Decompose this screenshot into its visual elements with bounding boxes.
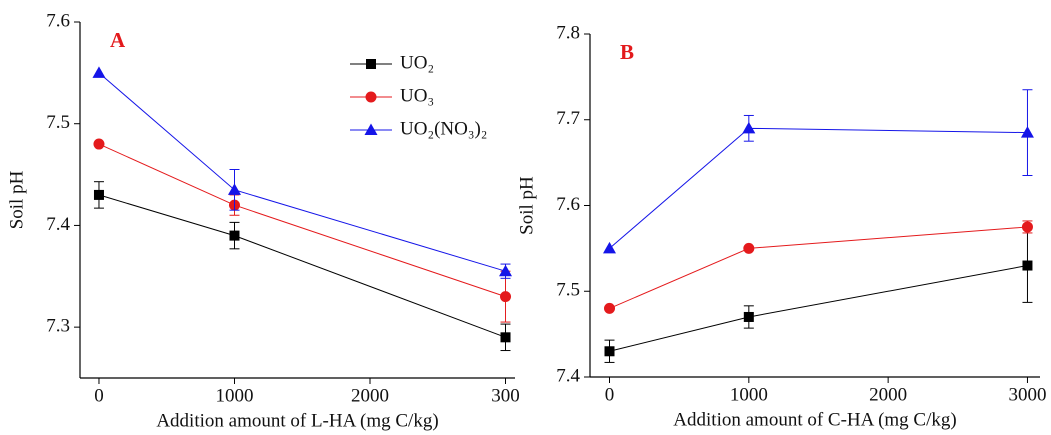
y-axis-label: Soil pH — [516, 176, 537, 235]
data-point — [742, 121, 756, 134]
data-point — [604, 302, 616, 314]
legend-label: UO₂ — [400, 52, 434, 73]
y-tick-label: 7.8 — [556, 22, 580, 43]
y-tick-label: 7.4 — [46, 214, 70, 235]
y-tick-label: 7.6 — [46, 10, 70, 31]
data-point — [1022, 260, 1033, 271]
legend-label: UO₃ — [400, 85, 434, 106]
data-point — [603, 241, 617, 254]
data-point — [227, 183, 241, 195]
y-tick-label: 7.7 — [556, 108, 580, 129]
data-point — [93, 189, 104, 200]
legend-marker — [366, 59, 376, 69]
series-line — [609, 127, 1028, 249]
series-line — [609, 265, 1028, 352]
x-tick-label: 1000 — [730, 384, 768, 405]
legend-marker — [364, 123, 378, 135]
data-point — [229, 230, 240, 241]
x-tick-label: 300 — [491, 385, 520, 406]
data-point — [1020, 126, 1034, 138]
data-point — [499, 264, 513, 277]
legend-label: UO₂(NO₃)₂ — [400, 118, 487, 139]
x-axis-label: Addition amount of C-HA (mg C/kg) — [673, 409, 956, 430]
data-point — [743, 311, 754, 322]
x-tick-label: 1000 — [215, 385, 253, 406]
x-tick-label: 2000 — [869, 384, 907, 405]
series-line — [609, 226, 1028, 309]
x-axis-label: Addition amount of L-HA (mg C/kg) — [156, 410, 438, 431]
data-point — [1021, 221, 1033, 233]
x-tick-label: 0 — [605, 384, 615, 405]
data-point — [500, 332, 511, 343]
panel-label: A — [110, 28, 126, 52]
data-point — [500, 291, 512, 303]
panel-label: B — [620, 40, 634, 64]
y-axis-label: Soil pH — [6, 170, 27, 229]
data-point — [93, 138, 105, 150]
series-line — [98, 143, 506, 298]
data-point — [743, 242, 755, 254]
y-tick-label: 7.6 — [556, 194, 580, 215]
data-point — [92, 66, 106, 78]
x-tick-label: 2000 — [351, 385, 389, 406]
y-tick-label: 7.3 — [46, 316, 70, 337]
series-line — [98, 194, 506, 338]
y-tick-label: 7.4 — [556, 365, 580, 386]
x-tick-label: 0 — [94, 385, 104, 406]
y-tick-label: 7.5 — [556, 280, 580, 301]
legend-marker — [365, 91, 377, 103]
data-point — [604, 346, 615, 357]
x-tick-label: 3000 — [1008, 384, 1046, 405]
y-tick-label: 7.5 — [46, 112, 70, 133]
